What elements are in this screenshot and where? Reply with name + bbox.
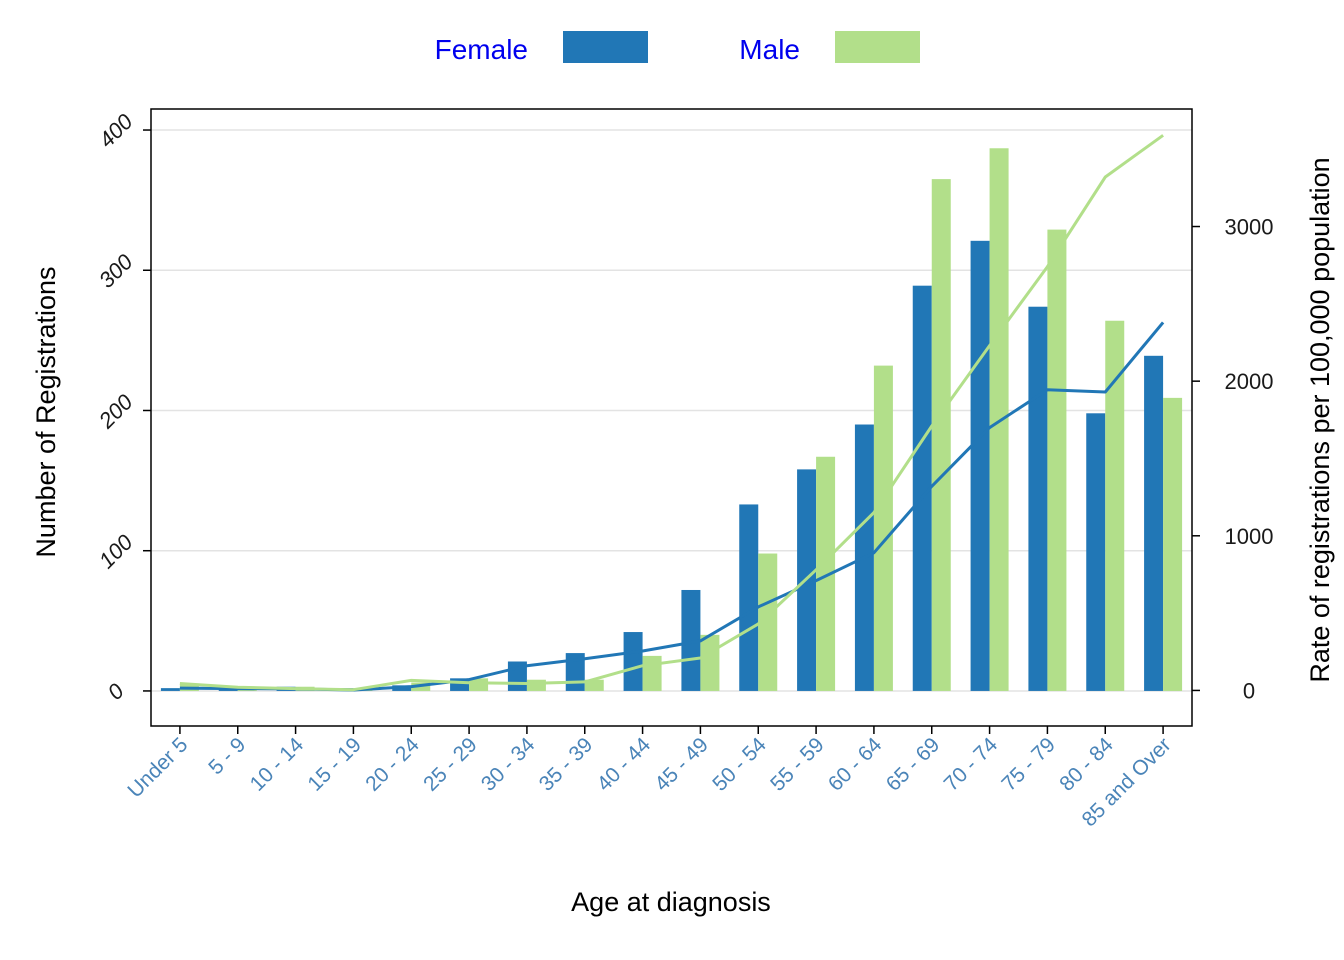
x-tick-label: 30 - 34 [477, 733, 540, 796]
x-tick-label: Under 5 [123, 733, 192, 802]
rate-line-female [179, 321, 1165, 692]
y-right-tick-label: 1000 [1225, 524, 1274, 549]
plot-frame [150, 108, 1193, 727]
y-right-tick-label: 3000 [1225, 215, 1274, 240]
legend-label-female: Female [435, 34, 528, 65]
x-tick-label: 35 - 39 [535, 733, 598, 796]
x-tick-label: 25 - 29 [419, 733, 482, 796]
y-left-tick-label: 200 [93, 389, 138, 434]
y-right-tick-label: 2000 [1225, 369, 1274, 394]
y-left-tick-label: 400 [94, 108, 138, 152]
rate-lines [179, 134, 1165, 692]
x-tick-label: 40 - 44 [593, 733, 656, 796]
x-tick-label: 5 - 9 [204, 733, 250, 779]
legend-label-male: Male [739, 34, 800, 65]
bar-female [623, 632, 643, 691]
y-left-tick-label: 100 [94, 529, 138, 573]
y-right-tick-label: 0 [1243, 678, 1255, 703]
legend-swatch-female [563, 31, 648, 63]
y-left-tick-label: 0 [103, 678, 130, 705]
bar-male [1047, 229, 1067, 691]
x-tick-label: 55 - 59 [766, 733, 829, 796]
bar-male [700, 634, 720, 691]
x-tick-label: 60 - 64 [824, 733, 887, 796]
bar-male [873, 365, 893, 691]
bars [160, 148, 1183, 691]
bar-female [1028, 306, 1048, 691]
bar-female [970, 240, 990, 691]
x-tick-label: 45 - 49 [650, 733, 713, 796]
y-axis-left-title: Number of Registrations [31, 266, 61, 557]
legend: Female Male [435, 31, 920, 65]
rate-line-male [179, 134, 1164, 692]
x-axis-title: Age at diagnosis [571, 887, 771, 917]
x-tick-label: 75 - 79 [997, 733, 1060, 796]
bar-male [758, 553, 778, 691]
bar-female [1144, 355, 1164, 691]
legend-swatch-male [835, 31, 920, 63]
x-tick-label: 70 - 74 [940, 733, 1003, 796]
bar-male [1163, 397, 1183, 691]
bar-male [584, 679, 604, 691]
bar-female [739, 504, 759, 691]
gridlines [151, 129, 1192, 692]
bar-female [912, 285, 932, 691]
y-left-tick-label: 300 [94, 249, 138, 293]
bar-female [681, 589, 701, 691]
x-tick-label: 10 - 14 [246, 733, 309, 796]
bar-male [526, 679, 546, 691]
x-tick-label: 50 - 54 [708, 733, 771, 796]
y-axis-right: 0 1000 2000 3000 [1192, 215, 1274, 703]
bar-male [931, 179, 951, 691]
x-tick-label: 20 - 24 [361, 733, 424, 796]
x-tick-label: 65 - 69 [882, 733, 945, 796]
bar-male [1105, 320, 1125, 691]
y-axis-left: 0 100 200 300 400 [93, 108, 151, 705]
x-tick-label: 15 - 19 [303, 733, 366, 796]
bar-male [642, 655, 662, 691]
bar-female [160, 688, 180, 691]
bar-female [1086, 413, 1106, 691]
bar-male [816, 456, 836, 691]
y-axis-right-title: Rate of registrations per 100,000 popula… [1305, 157, 1335, 682]
